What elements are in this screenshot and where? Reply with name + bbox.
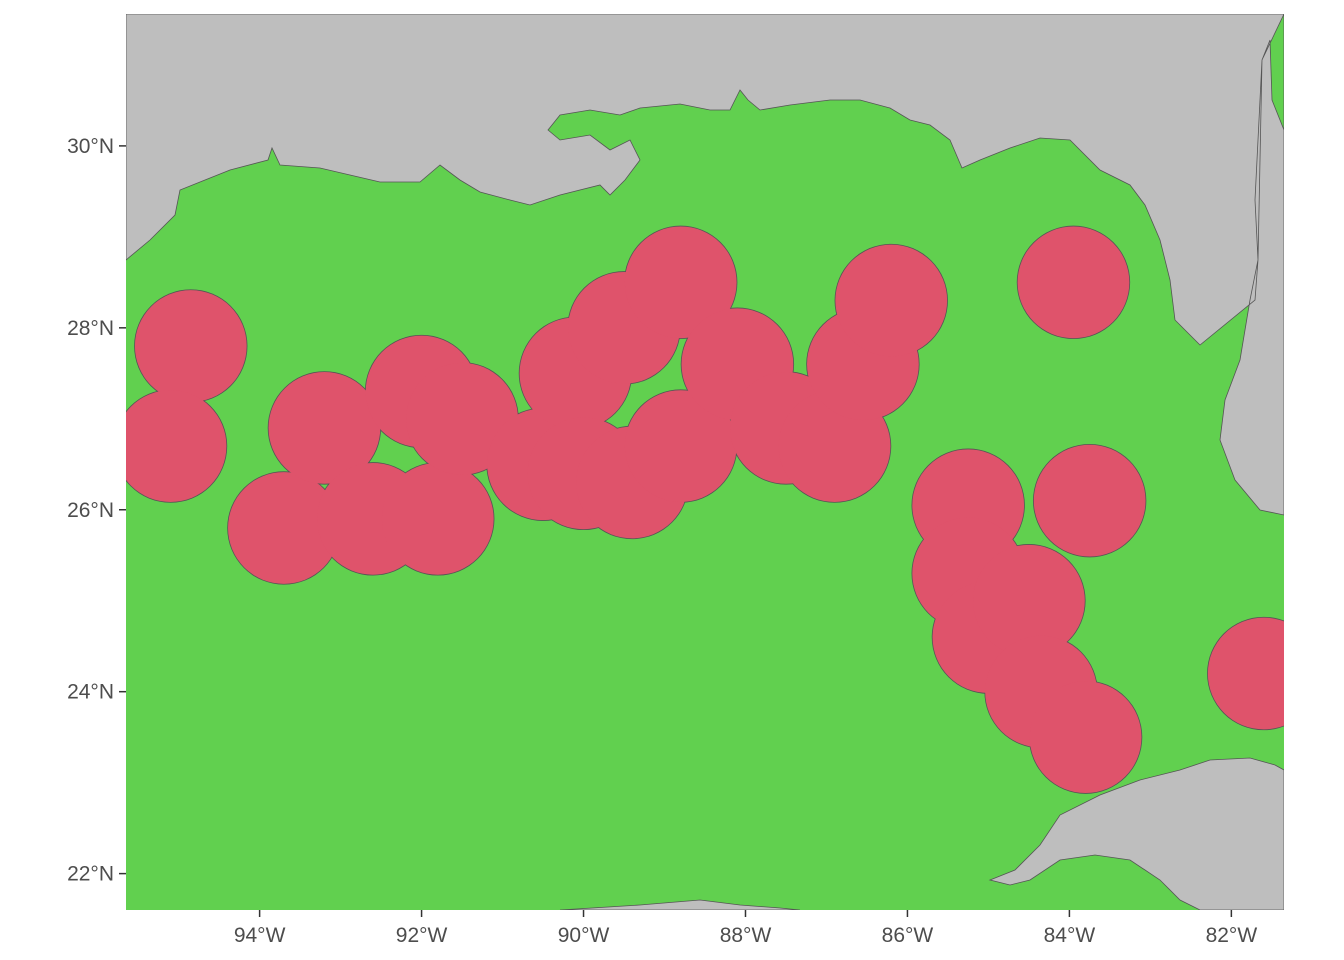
zone-circle-4	[268, 372, 381, 484]
x-tick-label: 94°W	[234, 924, 286, 947]
x-axis: 94°W 92°W 90°W 88°W 86°W 84°W 82°W	[234, 910, 1258, 947]
y-axis: 22°N 24°N 26°N 28°N 30°N	[67, 135, 126, 886]
x-tick-label: 86°W	[882, 924, 934, 947]
zone-circle-25	[973, 544, 1085, 657]
yucatan-land	[559, 899, 801, 910]
zone-circle-2	[126, 390, 227, 502]
zone-circle-21	[1017, 226, 1130, 339]
zone-circle-7	[381, 462, 494, 575]
zone-circle-14	[624, 226, 737, 339]
zone-circle-28	[1029, 681, 1142, 794]
y-tick-label: 30°N	[67, 135, 114, 158]
x-tick-label: 88°W	[720, 924, 772, 947]
zone-circle-15	[624, 390, 737, 502]
x-tick-label: 92°W	[396, 924, 448, 947]
y-tick-label: 24°N	[67, 681, 114, 704]
y-tick-label: 22°N	[67, 863, 114, 886]
y-tick-label: 28°N	[67, 317, 114, 340]
x-tick-label: 84°W	[1044, 924, 1096, 947]
zone-circle-20	[835, 244, 948, 357]
zone-circle-3	[228, 472, 340, 584]
zone-circle-1	[134, 290, 247, 402]
x-tick-label: 90°W	[558, 924, 610, 947]
y-tick-label: 26°N	[67, 499, 114, 522]
x-tick-label: 82°W	[1206, 924, 1258, 947]
zone-circle-29	[1207, 617, 1284, 730]
us-gulf-coast-land	[126, 14, 1284, 516]
zone-layer	[126, 225, 1284, 794]
zone-circle-27	[1033, 444, 1146, 557]
cuba-land	[988, 757, 1284, 910]
